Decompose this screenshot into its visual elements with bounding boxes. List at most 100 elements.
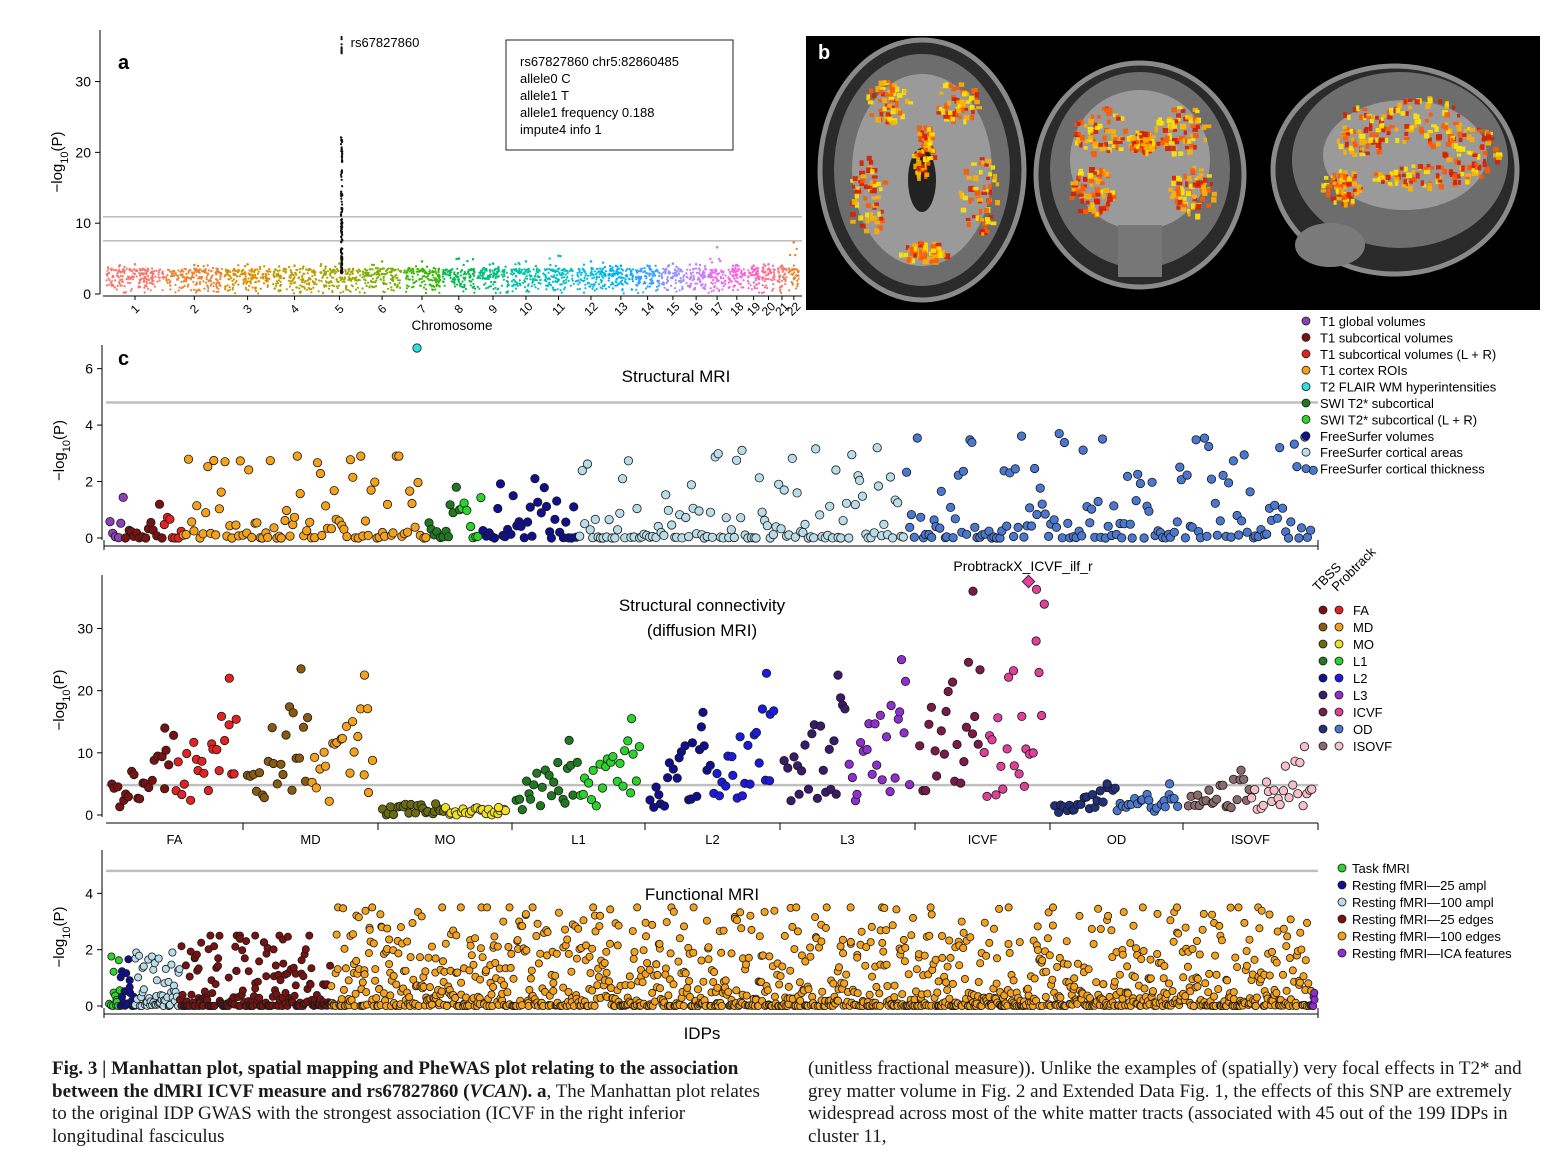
snp-point — [489, 285, 493, 288]
idp-point — [182, 748, 192, 759]
snp-point — [718, 257, 721, 261]
snp-point — [562, 276, 566, 279]
sagittal-effect-voxel — [1357, 189, 1363, 193]
snp-point — [719, 259, 722, 263]
snp-point — [332, 270, 335, 274]
coronal-effect-voxel — [1097, 114, 1101, 119]
snp-point — [368, 268, 371, 271]
idp-point — [118, 492, 128, 502]
idp-point — [604, 514, 614, 525]
snp-point — [708, 275, 711, 278]
sagittal-effect-voxel — [1457, 153, 1462, 157]
snp-point — [361, 276, 364, 279]
idp-point — [407, 498, 417, 509]
idp-point — [1008, 666, 1019, 676]
axial-effect-voxel — [962, 195, 968, 201]
snp-point — [593, 270, 597, 273]
snp-point — [578, 268, 581, 271]
snp-point — [481, 269, 484, 272]
sagittal-effect-voxel — [1338, 179, 1343, 185]
idp-point — [177, 789, 187, 800]
legend-label: MO — [1353, 637, 1374, 652]
snp-point — [369, 280, 372, 283]
snp-point — [658, 274, 661, 278]
axial-effect-voxel — [935, 242, 942, 247]
snp-point — [749, 272, 752, 275]
idp-point — [626, 713, 637, 724]
snp-point — [632, 268, 635, 271]
coronal-effect-voxel — [1099, 209, 1103, 215]
snp-point — [539, 279, 542, 282]
idp-point — [332, 930, 341, 939]
idp-point — [206, 931, 215, 940]
sagittal-effect-voxel — [1336, 138, 1340, 145]
snp-point — [183, 285, 186, 288]
legend-label: L1 — [1353, 654, 1367, 669]
x-tick-label: 15 — [663, 299, 683, 319]
snp-point — [763, 280, 766, 283]
category-label: MO — [435, 832, 456, 847]
snp-point — [374, 281, 377, 284]
snp-point — [244, 279, 247, 282]
snp-point — [492, 276, 495, 279]
snp-point — [308, 283, 311, 286]
idp-point — [113, 782, 123, 792]
snp-point — [609, 273, 612, 276]
peak-snp-point — [340, 227, 343, 230]
snp-point — [554, 264, 558, 268]
axial-effect-voxel — [866, 155, 872, 161]
idp-point — [963, 657, 974, 667]
x-tick-label: 6 — [375, 301, 390, 316]
snp-point — [142, 280, 145, 283]
axial-effect-voxel — [860, 178, 866, 184]
snp-point — [130, 287, 133, 290]
snp-point — [140, 277, 143, 280]
outlier-point — [412, 343, 422, 353]
legend-label: T2 FLAIR WM hyperintensities — [1320, 380, 1497, 395]
snp-point — [544, 276, 548, 279]
idp-point — [895, 707, 905, 717]
idp-point — [668, 764, 678, 774]
coronal-effect-voxel — [1181, 189, 1185, 196]
snp-point — [501, 275, 504, 278]
snp-point — [267, 273, 270, 276]
snp-point — [272, 283, 275, 286]
coronal-effect-voxel — [1083, 177, 1088, 182]
idp-point — [1191, 435, 1201, 445]
snp-point — [590, 266, 593, 270]
idp-point — [283, 932, 292, 941]
legend-label: FreeSurfer cortical areas — [1320, 445, 1464, 460]
coronal-effect-voxel — [1191, 203, 1195, 210]
snp-point — [319, 264, 322, 268]
snp-point — [305, 268, 308, 271]
snp-point — [651, 275, 654, 278]
coronal-effect-voxel — [1190, 124, 1197, 128]
idp-point — [462, 505, 472, 515]
snp-point — [704, 267, 707, 270]
axial-effect-voxel — [988, 172, 993, 177]
snp-point — [206, 264, 209, 267]
snp-point — [794, 253, 797, 257]
snp-point — [361, 270, 364, 273]
idp-point — [1288, 780, 1298, 790]
snp-point — [336, 267, 339, 271]
snp-point — [561, 271, 564, 274]
axial-effect-voxel — [859, 160, 864, 166]
snp-point — [437, 269, 440, 272]
snp-point — [650, 270, 653, 273]
axial-effect-voxel — [882, 98, 887, 104]
idp-point — [692, 791, 702, 802]
idp-point — [935, 523, 945, 533]
snp-point — [682, 278, 685, 281]
sagittal-effect-voxel — [1472, 153, 1478, 158]
snp-point — [236, 270, 239, 273]
snp-point — [437, 284, 440, 287]
peak-snp-point — [340, 178, 343, 181]
snp-point — [656, 269, 659, 272]
idp-point — [281, 505, 292, 516]
sagittal-effect-voxel — [1372, 178, 1378, 182]
idp-point — [213, 962, 222, 971]
snp-point — [497, 275, 500, 278]
snp-point — [425, 288, 428, 291]
snp-point — [118, 264, 122, 267]
